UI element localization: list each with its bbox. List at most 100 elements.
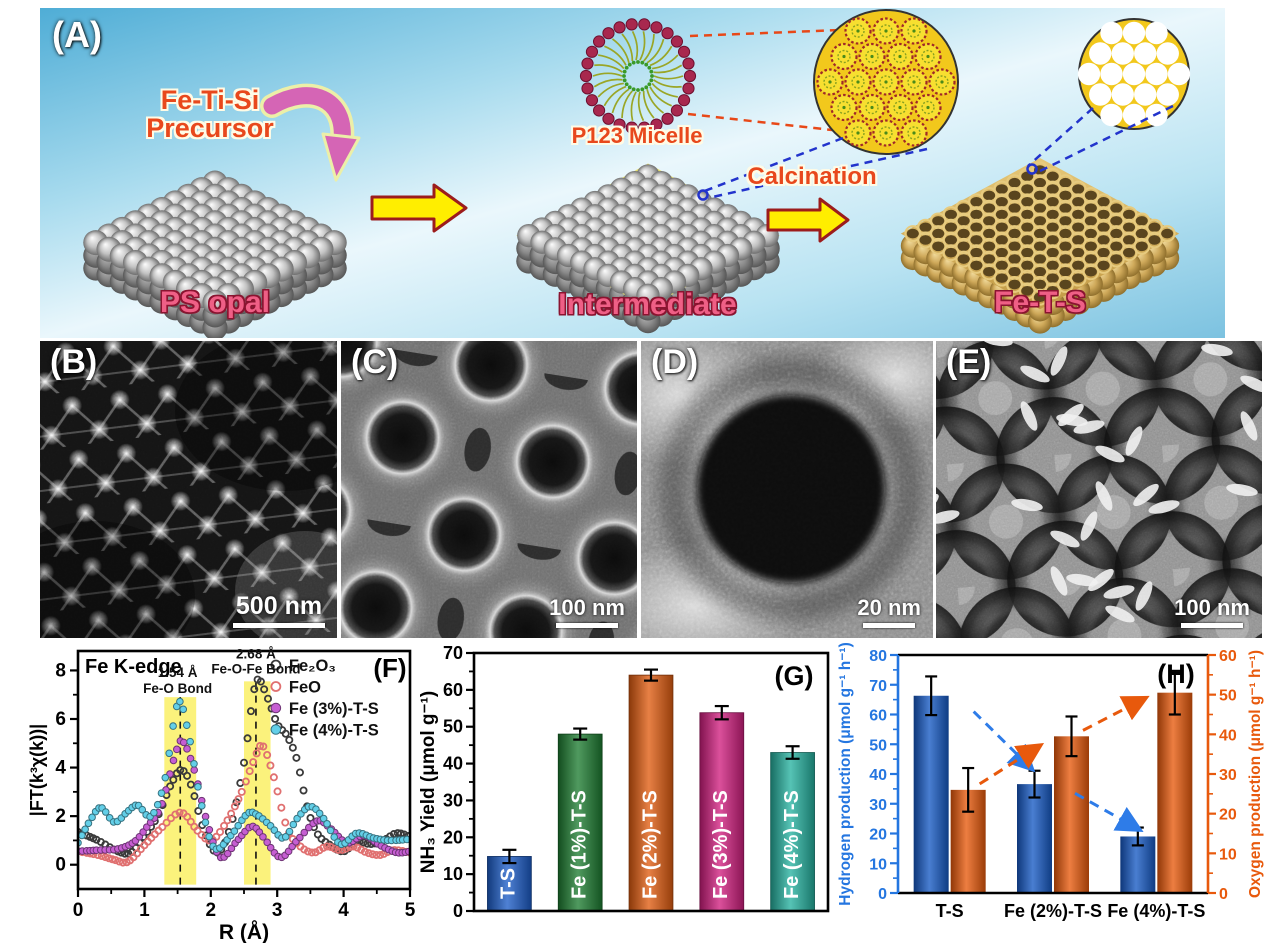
svg-text:10: 10 [1219, 846, 1237, 863]
svg-text:2: 2 [55, 806, 66, 827]
svg-text:2.68 Å: 2.68 Å [236, 646, 276, 661]
h2-bar-Fe (2%)-T-S [1017, 784, 1052, 893]
panel-a-label: (A) [52, 14, 102, 55]
svg-text:Fe₂O₃: Fe₂O₃ [289, 657, 336, 675]
inverse-opal-zoom [1077, 18, 1191, 130]
y-axis-label: |FT(k³χ(k))| [28, 724, 47, 816]
svg-text:4: 4 [338, 900, 349, 921]
scale-bar-e-line [1181, 623, 1244, 628]
y-axis-label: NH₃ Yield (μmol g⁻¹) [418, 691, 439, 873]
chart-f-title: Fe K-edge [85, 656, 182, 678]
svg-text:Fe-O Bond: Fe-O Bond [143, 681, 212, 696]
bar-label: Fe (2%)-T-S [639, 790, 661, 899]
bar-Fe (4%)-T-S [770, 752, 815, 912]
svg-text:0: 0 [73, 900, 84, 921]
svg-text:70: 70 [869, 678, 887, 695]
h2-o2-production-chart: T-S Fe (2%)-T-S Fe (4%)-T-S 0 10 20 30 40 50 60 70… [836, 643, 1269, 943]
data-series [78, 675, 410, 867]
svg-text:6: 6 [55, 709, 66, 730]
panel-d-label: (D) [651, 343, 699, 381]
panel-b-label: (B) [50, 343, 98, 381]
precursor-label: Fe-Ti-Si Precursor [125, 86, 295, 143]
svg-text:8: 8 [55, 660, 66, 681]
category-label: T-S [936, 901, 964, 921]
precursor-line1: Fe-Ti-Si [160, 85, 260, 115]
calcination-label: Calcination [747, 163, 877, 190]
legend: Fe₂O₃ FeO Fe (3%)-T-S Fe (4%)-T-S [270, 657, 379, 740]
svg-text:3: 3 [272, 900, 283, 921]
scale-bar-b-text: 500 nm [235, 592, 323, 620]
svg-text:30: 30 [1219, 767, 1237, 784]
svg-text:20: 20 [443, 827, 463, 847]
micelle-label: P123 Micelle [571, 123, 703, 148]
svg-text:30: 30 [869, 797, 887, 814]
precursor-line2: Precursor [146, 113, 274, 144]
svg-text:60: 60 [443, 680, 463, 700]
o2-bar-Fe (2%)-T-S [1054, 736, 1089, 893]
svg-text:Fe (4%)-T-S: Fe (4%)-T-S [289, 722, 379, 740]
svg-text:1.54 Å: 1.54 Å [158, 665, 198, 680]
svg-text:30: 30 [443, 790, 463, 810]
svg-text:1: 1 [139, 900, 150, 921]
scale-bar-c-line [556, 623, 619, 628]
bars: T-S Fe (1%)-T-S Fe (2%)-T-S Fe (3%)-T-S Fe (… [487, 668, 815, 912]
tan-slab [900, 158, 1180, 334]
scale-bar-e-text: 100 nm [1174, 595, 1250, 620]
axes: 0 10 20 30 40 50 60 70 [443, 643, 830, 921]
gray-slab [83, 170, 347, 338]
svg-text:20: 20 [1219, 807, 1237, 824]
svg-text:4: 4 [55, 758, 66, 779]
scale-bar-b-line [233, 623, 325, 628]
chart-f-background [28, 643, 418, 943]
svg-text:20: 20 [869, 827, 887, 844]
x-axis-label: R (Å) [219, 920, 269, 943]
svg-text:0: 0 [55, 855, 66, 876]
annotations: 1.54 ÅFe-O Bond 2.68 ÅFe-O-Fe Bond [143, 646, 300, 695]
svg-text:40: 40 [1219, 727, 1237, 744]
o2-bar-Fe (4%)-T-S [1157, 692, 1193, 893]
svg-text:Fe-O-Fe Bond: Fe-O-Fe Bond [211, 661, 300, 676]
panel-g-letter: (G) [775, 661, 814, 691]
scale-bar-d-text: 20 nm [857, 595, 921, 620]
intermediate-label: Intermediate [558, 288, 737, 321]
svg-text:50: 50 [1219, 688, 1237, 705]
synthesis-scheme-illustration [40, 8, 1225, 338]
reaction-arrow-1 [370, 183, 468, 233]
axes: 0 10 20 30 40 50 60 70 80 0 10 20 30 40 50 60 [869, 648, 1237, 903]
micelle-packing-zoom [813, 9, 959, 155]
series-Fe(4%)-T-S [78, 697, 410, 853]
panel-f-letter: (F) [373, 653, 406, 683]
svg-text:60: 60 [869, 708, 887, 725]
svg-text:50: 50 [443, 717, 463, 737]
svg-text:10: 10 [443, 864, 463, 884]
nh3-yield-bar-chart: T-S Fe (1%)-T-S Fe (2%)-T-S Fe (3%)-T-S Fe (… [418, 643, 836, 943]
micrograph-b: (B) 500 nm [40, 341, 337, 638]
reaction-arrow-2 [766, 197, 850, 243]
bar-Fe (2%)-T-S [628, 674, 674, 912]
svg-text:Fe (3%)-T-S: Fe (3%)-T-S [289, 700, 379, 718]
trend-arrows [972, 695, 1150, 832]
svg-text:0: 0 [453, 901, 463, 921]
micrograph-e: (E) 100 nm [936, 341, 1262, 638]
svg-text:40: 40 [443, 754, 463, 774]
scale-bar-c-text: 100 nm [549, 595, 625, 620]
svg-text:5: 5 [405, 900, 416, 921]
svg-text:10: 10 [869, 856, 887, 873]
svg-text:60: 60 [1219, 648, 1237, 665]
category-label: Fe (2%)-T-S [1004, 901, 1102, 921]
micrograph-c-texture [341, 341, 637, 638]
zoom-lines-blue-2 [1026, 104, 1174, 175]
micrograph-d: (D) 20 nm [641, 341, 933, 638]
scale-bar-c: 100 nm [549, 595, 625, 628]
svg-text:70: 70 [443, 643, 463, 663]
product-label: Fe-T-S [994, 286, 1086, 319]
svg-text:FeO: FeO [289, 679, 321, 697]
h2-bar-T-S [913, 695, 949, 893]
right-y-axis-label: Oxygen production (μmol g⁻¹ h⁻¹) [1247, 650, 1264, 898]
svg-text:0: 0 [1219, 886, 1228, 903]
p123-micelle [579, 18, 697, 134]
svg-text:2: 2 [206, 900, 217, 921]
scale-bar-b: 500 nm [233, 592, 325, 628]
exafs-chart: 0 1 2 3 4 5 0 2 4 6 8 R (Å) |FT(k³χ(k))| Fe K-edge Fe₂… [28, 643, 418, 943]
